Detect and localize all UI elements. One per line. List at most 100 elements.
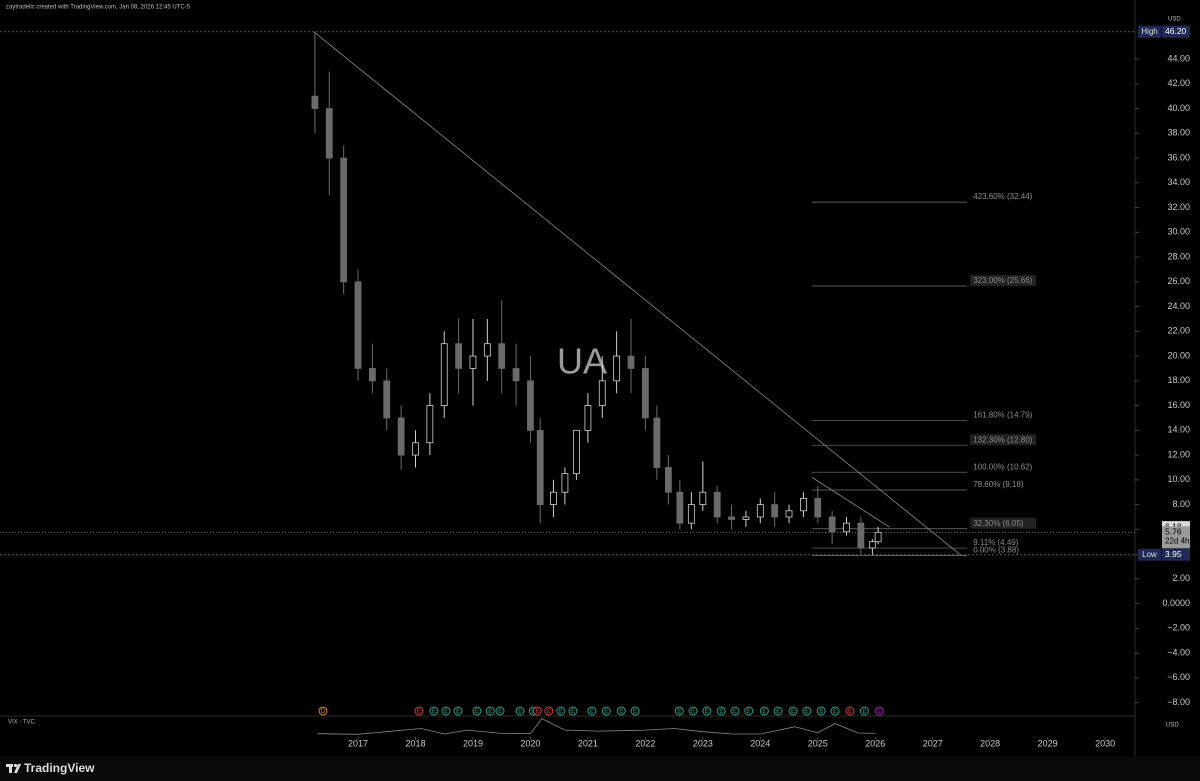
candle-body [550,491,557,505]
event-marker [716,706,726,716]
event-label: E [590,709,594,715]
event-label: E [762,709,766,715]
tag-box [1138,25,1161,38]
candle-body [742,516,750,520]
event-marker [544,706,554,716]
event-marker [485,706,495,716]
candle-body [641,368,649,419]
y-tick-label: 20.00 [1167,350,1190,360]
fib-label-box [970,275,1037,287]
x-tick-label: 2026 [865,738,885,748]
tag-countdown: 22d 4h [1165,536,1189,545]
tag-box [1138,548,1161,561]
event-marker [441,706,451,716]
event-label: E [432,709,436,715]
event-marker [874,706,884,716]
y-tick-label: 44.00 [1167,53,1190,63]
candle-body [771,504,779,518]
event-marker [744,706,754,716]
candle-body [664,467,672,493]
x-tick-label: 2022 [635,738,655,748]
event-marker [830,706,840,716]
y-tick-label: 18.00 [1167,375,1190,385]
header: zaytradellc created with TradingView.com… [6,5,191,11]
event-label: E [547,709,551,715]
y-tick-label: 12.00 [1167,449,1190,459]
candle-body [397,417,405,456]
event-marker [495,706,505,716]
event-marker [318,706,328,716]
candle-body [527,380,534,431]
tag-value: 5.76 [1165,527,1182,537]
candle-body [728,516,735,520]
footer [0,757,1200,781]
candle-body [613,355,621,382]
event-label: D [321,709,326,715]
candle-body [340,157,348,283]
fib-label: 161.80% (14.79) [973,411,1032,420]
event-marker [702,706,712,716]
x-tick-label: 2019 [463,738,483,748]
y-tick-label: −6.00 [1167,672,1190,682]
trendline [313,31,961,556]
x-tick-label: 2020 [520,738,540,748]
candle-body [498,343,506,369]
event-label: E [475,709,479,715]
x-tick-label: 2025 [808,738,828,748]
event-marker [859,706,869,716]
fib-label: 100.00% (10.62) [973,462,1032,471]
event-label: E [791,709,795,715]
event-marker [802,706,812,716]
logo [6,763,21,773]
candle-body [536,429,544,505]
candle-body [653,417,661,468]
x-tick-label: 2017 [348,738,368,748]
candle-body [325,108,333,159]
tag-value-box [1162,25,1190,38]
candle-body [412,442,419,456]
symbol-watermark: UA [557,341,607,382]
candle-body [814,498,822,518]
tag-name: High [1141,27,1157,36]
candle-body [843,522,850,533]
y-tick-label: 40.00 [1167,103,1190,113]
fib-label-box [970,517,1037,529]
event-label: E [571,709,575,715]
fib-label: 78.60% (9.18) [973,480,1024,489]
fib-label: 132.30% (12.80) [973,435,1032,444]
event-label: E [877,709,881,715]
candle-body [676,491,684,524]
fib-label: 32.30% (6.05) [973,519,1024,528]
logo-slash [14,764,21,773]
event-label: E [456,709,460,715]
event-marker [773,706,783,716]
brand: TradingView [24,761,95,775]
x-tick-label: 2028 [980,738,1000,748]
y-tick-label: −2.00 [1167,623,1190,633]
event-label: E [498,709,502,715]
event-marker [630,706,640,716]
candle-body [561,473,569,493]
y-tick-label: 24.00 [1167,301,1190,311]
candle-body [512,368,520,382]
y-tick-label: 22.00 [1167,326,1190,336]
candle-body [699,491,707,505]
y-tick-label: 2.00 [1172,573,1190,583]
y-tick-label: 0.0000 [1162,598,1190,608]
event-marker [616,706,626,716]
logo-dot [13,763,18,768]
candle-body [857,522,865,549]
candle-body [828,516,836,533]
event-label: E [733,709,737,715]
candle-body [383,380,391,419]
event-label: E [705,709,709,715]
event-label: E [488,709,492,715]
vix-line [317,718,876,735]
candle-body [426,405,434,444]
x-tick-label: 2024 [750,738,770,748]
candle-body [584,405,592,431]
tag-value: 46.20 [1165,26,1187,36]
event-label: E [604,709,608,715]
